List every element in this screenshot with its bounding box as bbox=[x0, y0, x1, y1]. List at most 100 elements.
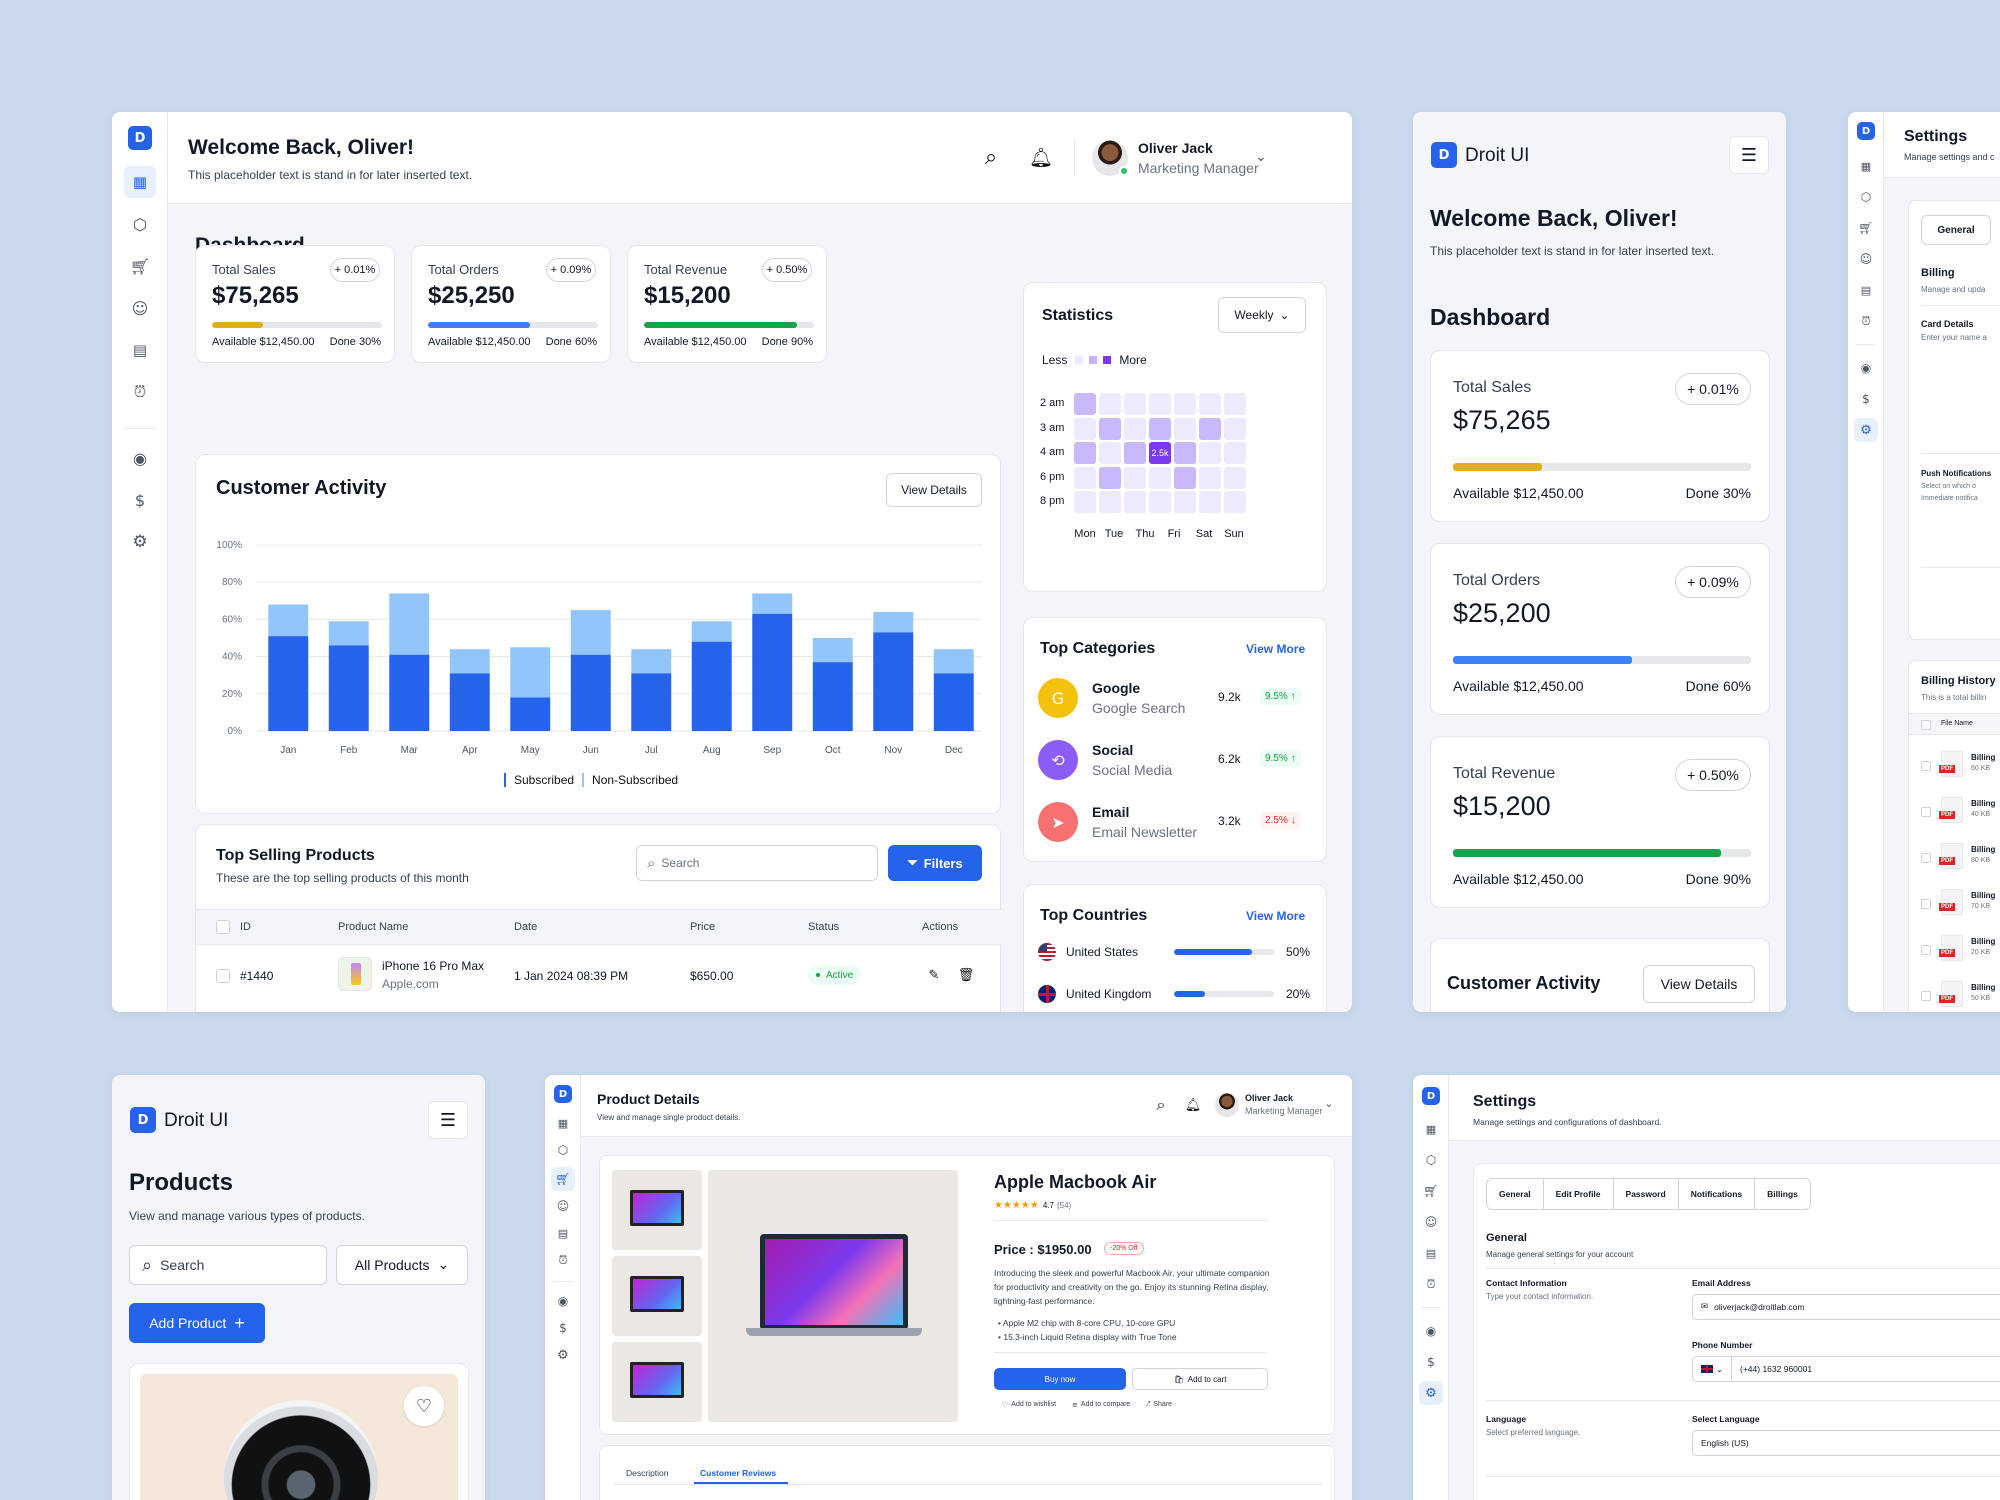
view-details-button[interactable]: View Details bbox=[1643, 965, 1755, 1003]
box-icon[interactable]: ⬡ bbox=[557, 1143, 569, 1157]
dashboard-icon[interactable]: ▦ bbox=[1425, 1122, 1437, 1136]
bar-non-subscribed[interactable] bbox=[328, 621, 369, 646]
heatmap-cell[interactable] bbox=[1124, 491, 1146, 513]
bar-non-subscribed[interactable] bbox=[510, 647, 551, 698]
favorite-button[interactable]: ♡ bbox=[404, 1386, 444, 1426]
heatmap-cell[interactable] bbox=[1124, 442, 1146, 464]
filters-button[interactable]: ⏷ Filters bbox=[888, 845, 982, 881]
search-icon[interactable]: ⌕ bbox=[1156, 1095, 1166, 1114]
heatmap-cell[interactable] bbox=[1149, 393, 1171, 415]
heatmap-cell[interactable] bbox=[1174, 393, 1196, 415]
dollar-icon[interactable]: $ bbox=[1862, 392, 1870, 406]
period-select[interactable]: Weekly ⌄ bbox=[1218, 297, 1306, 333]
settings-tab[interactable]: Notifications bbox=[1677, 1179, 1754, 1209]
heatmap-cell[interactable] bbox=[1224, 491, 1246, 513]
row-checkbox[interactable] bbox=[1921, 945, 1931, 955]
row-checkbox[interactable] bbox=[1921, 991, 1931, 1001]
bar-subscribed[interactable] bbox=[449, 673, 490, 731]
profile-circle-icon[interactable]: ◉ bbox=[133, 448, 147, 468]
settings-tab[interactable]: General bbox=[1499, 1189, 1531, 1199]
heatmap-cell[interactable] bbox=[1174, 442, 1196, 464]
alarm-icon[interactable]: ⏰︎ bbox=[558, 1252, 568, 1267]
countries-view-more[interactable]: View More bbox=[1246, 909, 1306, 923]
menu-button[interactable]: ☰ bbox=[1729, 136, 1769, 174]
brand-logo[interactable]: D bbox=[1431, 142, 1457, 168]
heatmap-cell[interactable] bbox=[1074, 491, 1096, 513]
heatmap-cell[interactable] bbox=[1099, 393, 1121, 415]
heatmap-cell[interactable] bbox=[1224, 417, 1246, 440]
bar-non-subscribed[interactable] bbox=[631, 649, 672, 674]
add-to-cart-button[interactable]: 🛍︎ Add to cart bbox=[1132, 1368, 1268, 1390]
phone-field[interactable]: (+44) 1632 960001 bbox=[1732, 1356, 2000, 1382]
bell-icon[interactable]: 🔔︎ bbox=[1028, 146, 1054, 169]
language-select[interactable]: English (US) bbox=[1692, 1430, 2000, 1456]
bar-non-subscribed[interactable] bbox=[570, 610, 611, 655]
bar-subscribed[interactable] bbox=[510, 697, 551, 731]
trash-icon[interactable]: 🗑︎ bbox=[957, 967, 975, 983]
bar-subscribed[interactable] bbox=[570, 654, 611, 731]
row-checkbox[interactable] bbox=[216, 969, 230, 983]
settings-tab[interactable]: Billings bbox=[1754, 1179, 1810, 1209]
row-checkbox[interactable] bbox=[1921, 853, 1931, 863]
user-icon[interactable]: ☺ bbox=[556, 1199, 570, 1213]
row-checkbox[interactable] bbox=[1921, 899, 1931, 909]
heatmap-cell[interactable] bbox=[1149, 491, 1171, 513]
bar-non-subscribed[interactable] bbox=[752, 593, 793, 614]
settings-icon[interactable]: ⚙ bbox=[1854, 418, 1878, 442]
bar-non-subscribed[interactable] bbox=[389, 593, 430, 655]
brand-logo[interactable]: D bbox=[1422, 1087, 1440, 1105]
bar-non-subscribed[interactable] bbox=[268, 604, 309, 637]
heatmap-cell[interactable] bbox=[1099, 417, 1121, 440]
heatmap-cell[interactable] bbox=[1099, 491, 1121, 513]
heatmap-cell[interactable] bbox=[1149, 417, 1171, 440]
heatmap-cell[interactable] bbox=[1124, 466, 1146, 489]
settings-icon[interactable]: ⚙ bbox=[1419, 1381, 1443, 1405]
bar-subscribed[interactable] bbox=[691, 641, 732, 731]
thumbnail-2[interactable] bbox=[612, 1256, 702, 1336]
cart-icon[interactable]: 🛒︎ bbox=[129, 256, 151, 276]
categories-view-more[interactable]: View More bbox=[1246, 642, 1306, 656]
heatmap-cell[interactable] bbox=[1074, 393, 1096, 415]
heatmap-cell[interactable] bbox=[1074, 442, 1096, 464]
view-details-button[interactable]: View Details bbox=[886, 473, 982, 507]
bar-subscribed[interactable] bbox=[268, 636, 309, 731]
brand-logo[interactable]: D bbox=[128, 126, 152, 150]
heatmap-cell[interactable] bbox=[1199, 491, 1221, 513]
heatmap-cell[interactable] bbox=[1174, 466, 1196, 489]
layout-icon[interactable]: ▤ bbox=[132, 341, 148, 359]
bar-non-subscribed[interactable] bbox=[691, 621, 732, 642]
settings-tab[interactable]: Password bbox=[1612, 1179, 1678, 1209]
user-icon[interactable]: ☺ bbox=[1424, 1215, 1438, 1229]
header-checkbox[interactable] bbox=[216, 920, 230, 934]
bar-non-subscribed[interactable] bbox=[449, 649, 490, 674]
heatmap-cell[interactable] bbox=[1124, 393, 1146, 415]
heatmap-cell[interactable] bbox=[1224, 466, 1246, 489]
chevron-down-icon[interactable]: ⌄ bbox=[1255, 149, 1267, 165]
cart-icon[interactable]: 🛒︎ bbox=[551, 1167, 575, 1191]
thumbnail-1[interactable] bbox=[612, 1170, 702, 1250]
wishlist-link[interactable]: Add to wishlist bbox=[1011, 1401, 1057, 1408]
tab-description[interactable]: Description bbox=[626, 1468, 669, 1478]
compare-link[interactable]: Add to compare bbox=[1080, 1401, 1131, 1408]
bar-non-subscribed[interactable] bbox=[873, 611, 914, 633]
profile-circle-icon[interactable]: ◉ bbox=[557, 1294, 569, 1308]
buy-now-button[interactable]: Buy now bbox=[994, 1368, 1126, 1390]
profile-circle-icon[interactable]: ◉ bbox=[1425, 1324, 1437, 1338]
heatmap-cell[interactable] bbox=[1124, 417, 1146, 440]
heatmap-cell[interactable] bbox=[1174, 491, 1196, 513]
bar-subscribed[interactable] bbox=[933, 673, 974, 731]
search-icon[interactable]: ⌕ bbox=[984, 144, 998, 170]
add-product-button[interactable]: Add Product + bbox=[129, 1303, 265, 1343]
dollar-icon[interactable]: $ bbox=[134, 490, 146, 510]
dollar-icon[interactable]: $ bbox=[1427, 1355, 1435, 1369]
heatmap-cell[interactable] bbox=[1199, 417, 1221, 440]
email-field[interactable]: ✉ oliverjack@droitlab.com bbox=[1692, 1294, 2000, 1320]
search-input[interactable]: ⌕ Search bbox=[129, 1245, 327, 1285]
user-icon[interactable]: ☺ bbox=[1859, 252, 1873, 266]
heatmap-cell[interactable] bbox=[1224, 442, 1246, 464]
tab-customer-reviews[interactable]: Customer Reviews bbox=[700, 1468, 777, 1478]
bar-non-subscribed[interactable] bbox=[933, 649, 974, 674]
table-row[interactable]: #1440 iPhone 16 Pro Max Apple.com 1 Jan … bbox=[196, 945, 1002, 1007]
alarm-icon[interactable]: ⏰︎ bbox=[1861, 313, 1871, 328]
bar-subscribed[interactable] bbox=[631, 673, 672, 731]
